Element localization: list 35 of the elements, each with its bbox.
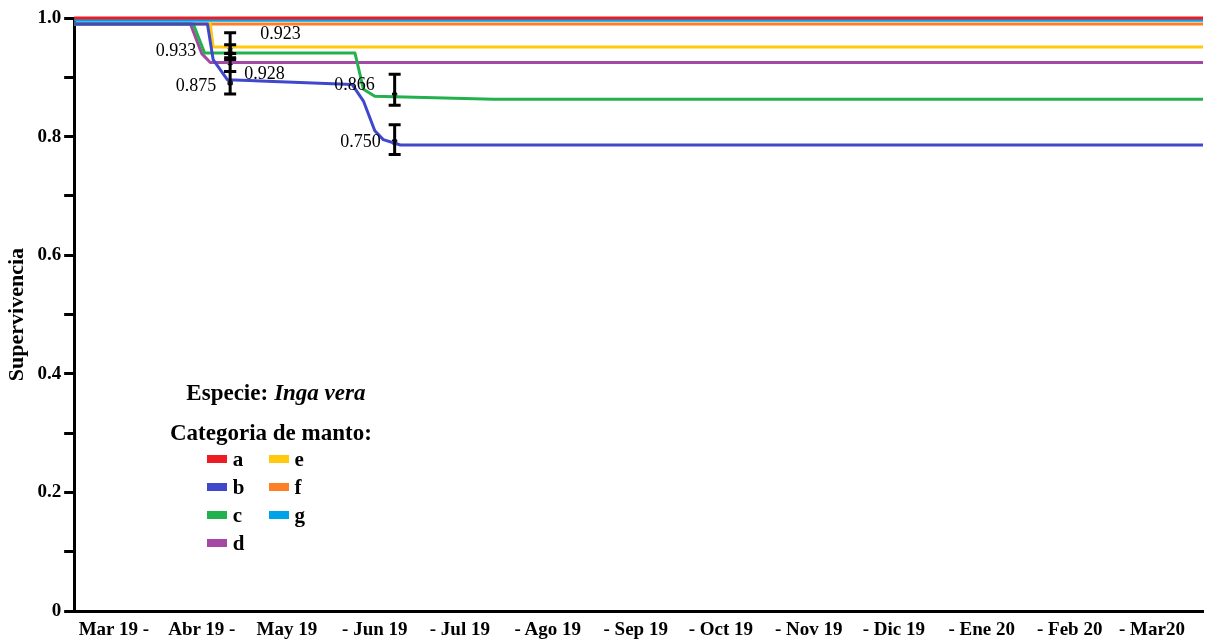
annotation: 0.923 [260, 22, 301, 43]
x-tick-label: - Oct 19 [688, 617, 754, 639]
annotation: 0.928 [244, 63, 285, 84]
legend-label: g [294, 502, 306, 528]
legend-label: f [294, 474, 302, 500]
y-tick-label: 1.0 [37, 5, 62, 27]
legend-label: b [232, 474, 245, 500]
y-tick-label: 0.6 [37, 243, 62, 265]
x-tick-label: - Ene 20 [948, 617, 1016, 639]
x-tick-label: - Dic 19 [862, 617, 925, 639]
annotation: 0.750 [340, 130, 381, 151]
x-tick-label: May 19 [256, 617, 318, 639]
y-tick-label: 0.8 [37, 124, 62, 146]
legend-title: Categoria de manto: [170, 420, 372, 446]
legend-label: c [232, 502, 243, 528]
legend-label: e [294, 446, 304, 472]
x-tick-label: Mar 19 - [78, 617, 150, 639]
x-tick-label: - Feb 20 [1036, 617, 1103, 639]
legend-label: a [232, 446, 244, 472]
y-tick-label: 0 [51, 599, 62, 621]
y-axis-title: Supervivencia [2, 247, 28, 382]
legend-label: d [232, 530, 245, 556]
annotation: 0.875 [175, 75, 217, 96]
x-tick-label: - Nov 19 [774, 617, 843, 639]
x-tick-label: Abr 19 - [168, 617, 236, 639]
annotation: 0.933 [155, 39, 197, 60]
x-tick-label: - Jul 19 [429, 617, 490, 639]
x-tick-label: - Ago 19 [514, 617, 582, 639]
annotation: Inga vera [274, 380, 366, 405]
x-tick-label: - Jun 19 [342, 617, 408, 639]
y-tick-label: 0.2 [37, 480, 62, 502]
x-tick-label: - Sep 19 [603, 617, 668, 639]
y-tick-label: 0.4 [37, 361, 62, 383]
annotation: Especie: [186, 380, 269, 405]
x-tick-label: - Mar20 [1118, 617, 1185, 639]
